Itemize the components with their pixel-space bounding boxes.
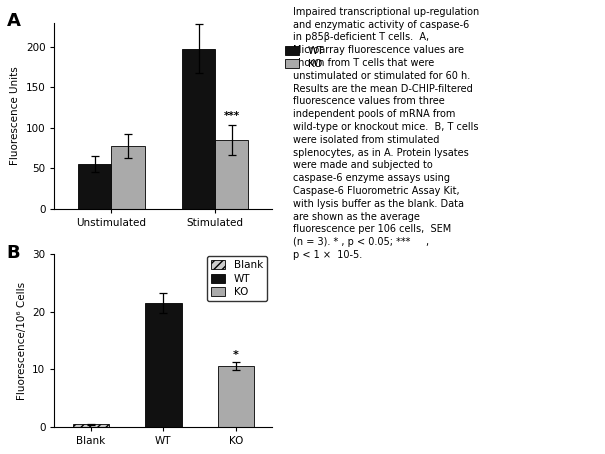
Bar bbox=[182, 49, 215, 209]
Bar bbox=[218, 366, 254, 427]
Y-axis label: Fluorescence Units: Fluorescence Units bbox=[10, 66, 20, 165]
Legend: Blank, WT, KO: Blank, WT, KO bbox=[206, 256, 267, 301]
Bar bbox=[73, 424, 109, 427]
Text: *: * bbox=[233, 350, 239, 360]
Text: A: A bbox=[7, 11, 21, 30]
Bar bbox=[145, 303, 182, 427]
Text: ***: *** bbox=[224, 111, 240, 121]
Legend: WT, KO: WT, KO bbox=[281, 41, 329, 74]
Text: B: B bbox=[7, 244, 20, 262]
Text: Impaired transcriptional up-regulation
and enzymatic activity of caspase-6
in p8: Impaired transcriptional up-regulation a… bbox=[293, 7, 480, 260]
Bar bbox=[78, 164, 111, 209]
Y-axis label: Fluorescence/10⁶ Cells: Fluorescence/10⁶ Cells bbox=[17, 281, 27, 400]
Bar bbox=[111, 146, 145, 209]
Bar bbox=[215, 140, 249, 209]
